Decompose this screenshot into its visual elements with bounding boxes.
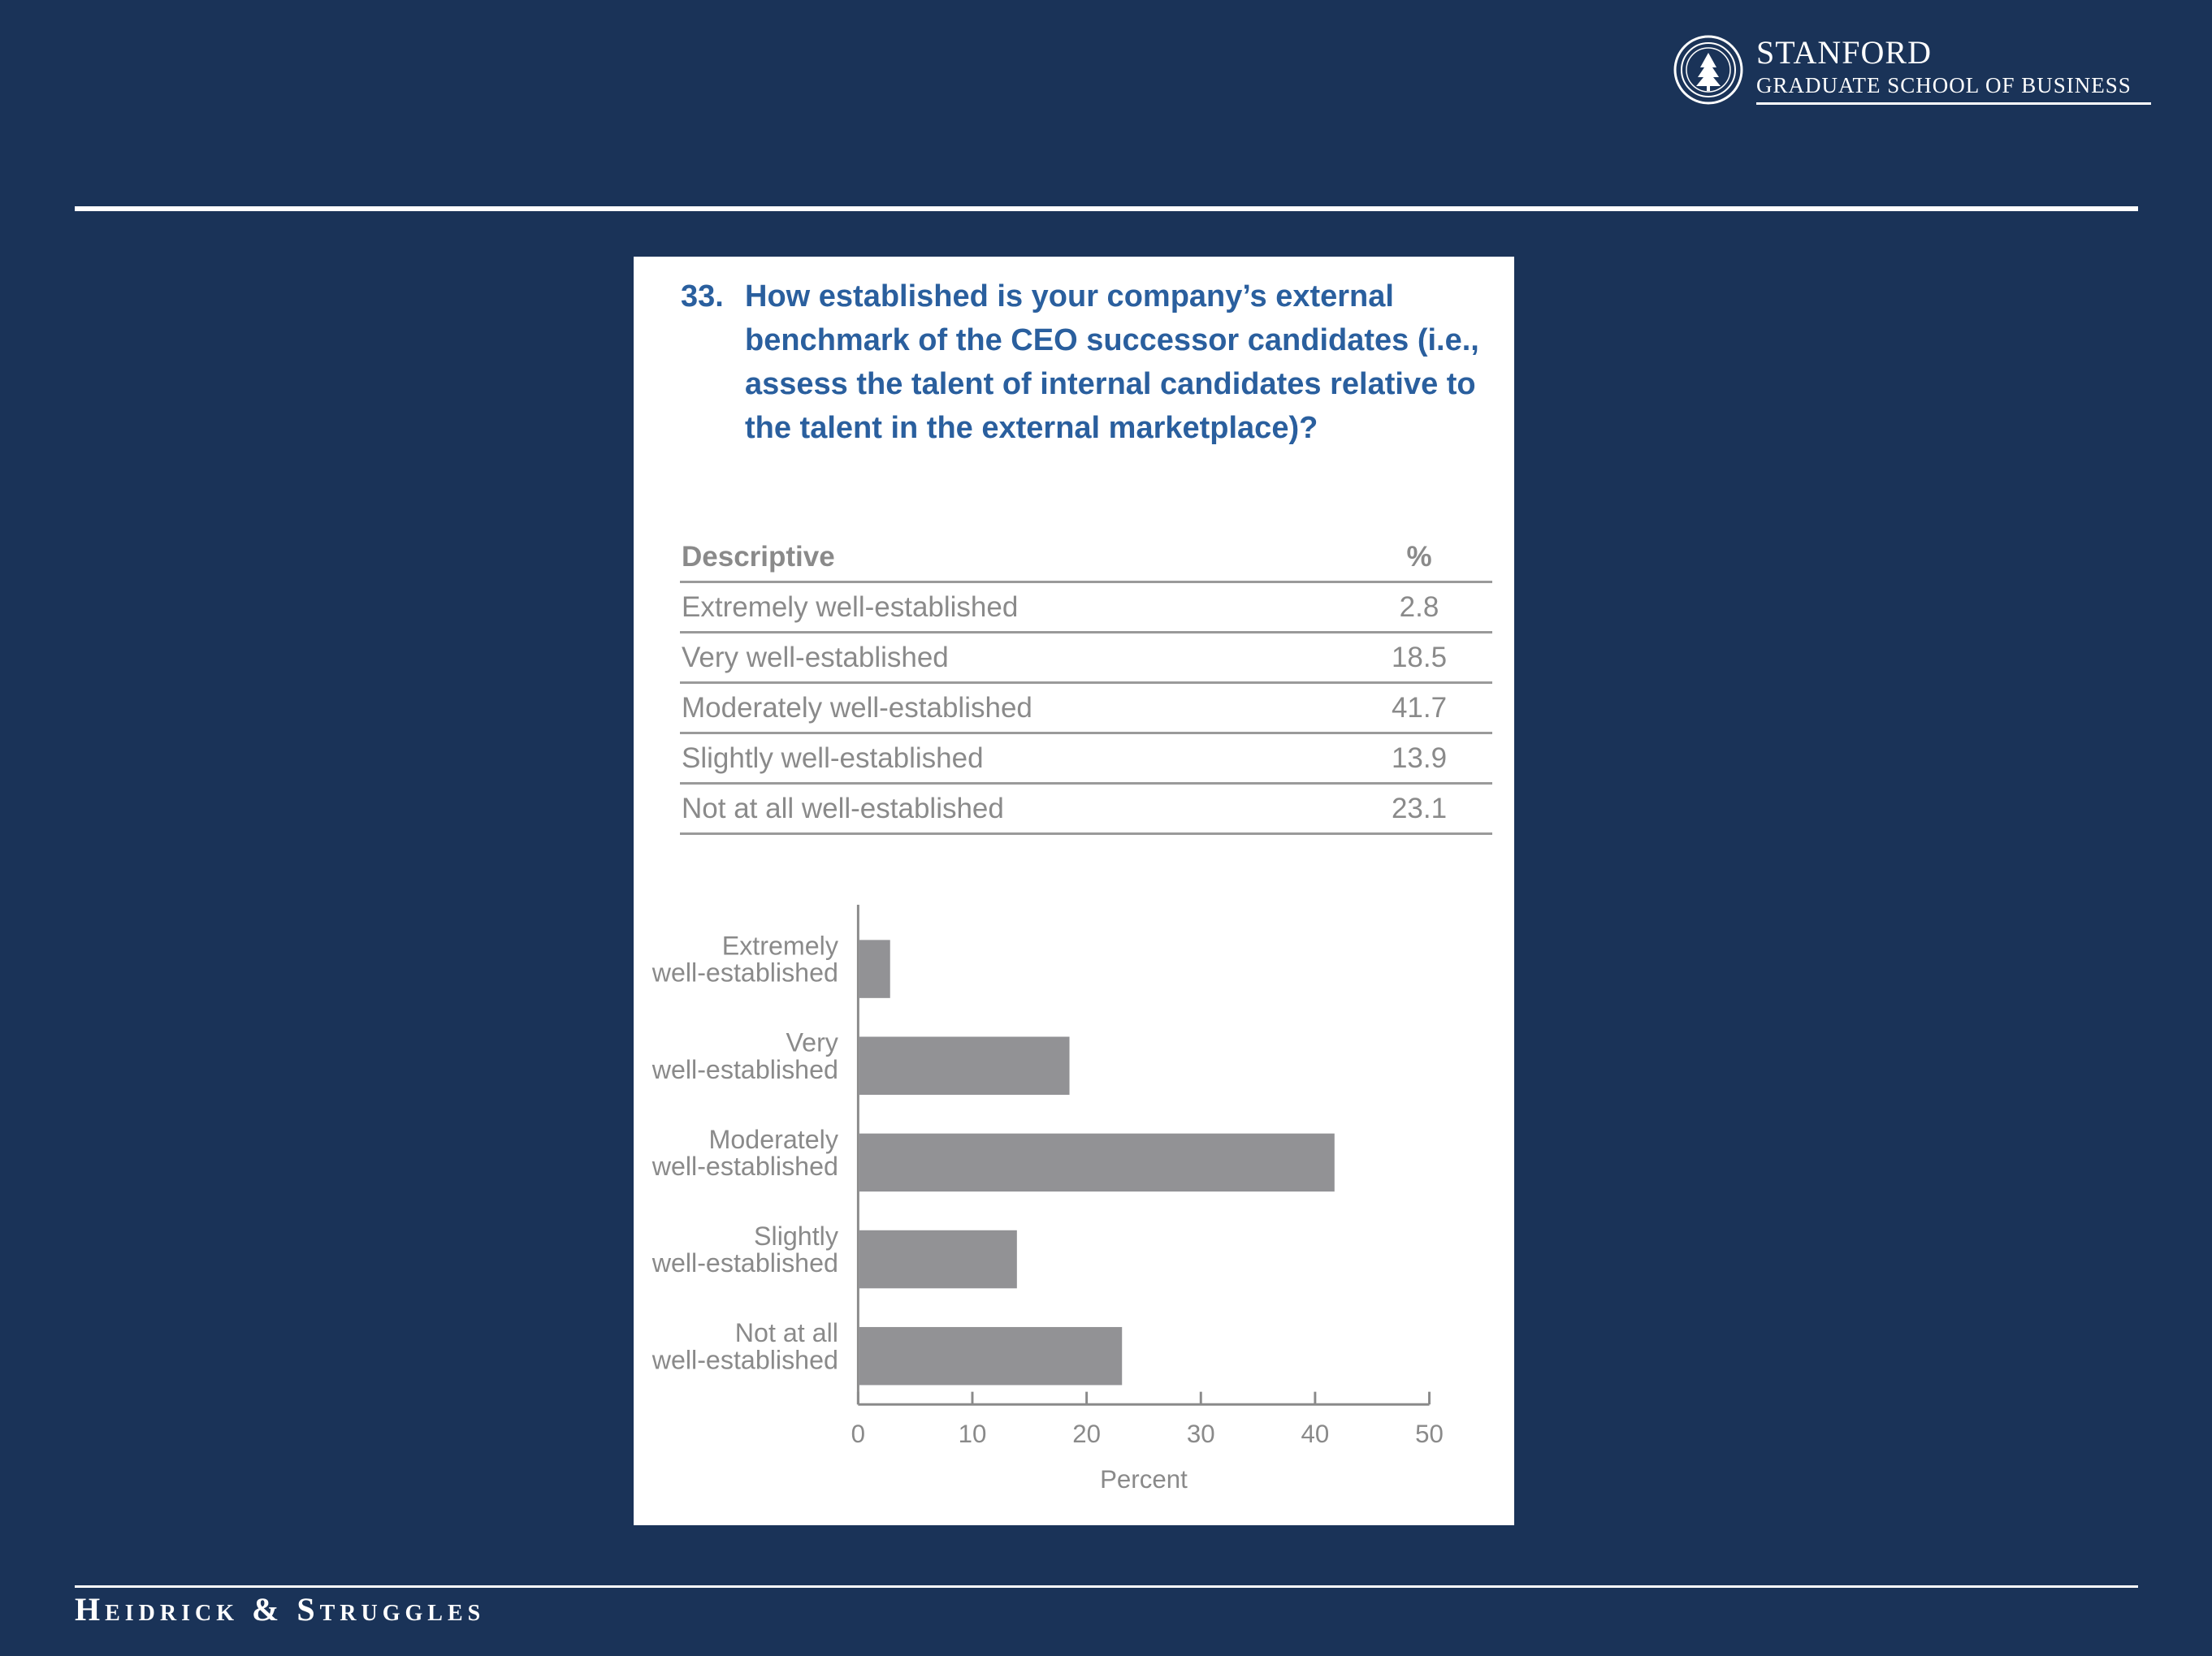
category-label: well-established xyxy=(651,1152,838,1181)
row-label: Extremely well-established xyxy=(680,582,1346,633)
x-axis-label: Percent xyxy=(1100,1465,1188,1494)
category-label: well-established xyxy=(651,1055,838,1084)
row-value: 18.5 xyxy=(1346,632,1492,684)
header-divider xyxy=(75,206,2138,211)
logo-school: GRADUATE SCHOOL OF BUSINESS xyxy=(1756,73,2132,97)
bar xyxy=(859,1230,1017,1289)
row-label: Moderately well-established xyxy=(680,682,1346,734)
content-panel: 33. How established is your company’s ex… xyxy=(634,257,1514,1525)
bar xyxy=(859,940,890,998)
row-value: 41.7 xyxy=(1346,682,1492,734)
table-row: Slightly well-established 13.9 xyxy=(680,733,1492,785)
row-value: 13.9 xyxy=(1346,733,1492,785)
category-label: Extremely xyxy=(722,932,839,961)
category-label: Not at all xyxy=(735,1318,838,1347)
row-label: Very well-established xyxy=(680,632,1346,684)
x-tick-label: 30 xyxy=(1187,1420,1215,1448)
table-row: Very well-established 18.5 xyxy=(680,632,1492,684)
footer-brand: Heidrick & Struggles xyxy=(75,1591,486,1628)
row-label: Slightly well-established xyxy=(680,733,1346,785)
question-number: 33. xyxy=(681,279,724,313)
results-table: Descriptive % Extremely well-established… xyxy=(680,533,1492,835)
category-label: well-established xyxy=(651,1248,838,1278)
x-tick-label: 10 xyxy=(959,1420,987,1448)
row-value: 2.8 xyxy=(1346,582,1492,633)
bar xyxy=(859,1133,1335,1192)
table-header-row: Descriptive % xyxy=(680,533,1492,583)
question-text: How established is your company’s extern… xyxy=(745,279,1479,445)
logo-name: STANFORD xyxy=(1756,34,1932,71)
category-label: Moderately xyxy=(709,1125,839,1154)
table-row: Not at all well-established 23.1 xyxy=(680,783,1492,835)
category-label: Slightly xyxy=(754,1221,839,1251)
category-label: Very xyxy=(786,1028,838,1057)
bar-chart: Extremelywell-establishedVerywell-establ… xyxy=(651,905,1444,1494)
stanford-logo: STANFORD GRADUATE SCHOOL OF BUSINESS xyxy=(1673,32,2157,106)
category-label: well-established xyxy=(651,958,838,988)
table-row: Moderately well-established 41.7 xyxy=(680,682,1492,734)
logo-underline xyxy=(1756,102,2151,105)
x-tick-label: 0 xyxy=(851,1420,865,1448)
column-header-percent: % xyxy=(1346,533,1492,583)
stanford-seal-icon xyxy=(1673,35,1743,105)
row-value: 23.1 xyxy=(1346,783,1492,835)
bar xyxy=(859,1326,1123,1386)
x-tick-label: 20 xyxy=(1072,1420,1101,1448)
x-tick-label: 50 xyxy=(1415,1420,1444,1448)
bar xyxy=(859,1036,1070,1095)
x-tick-label: 40 xyxy=(1301,1420,1330,1448)
column-header-descriptive: Descriptive xyxy=(680,533,1346,583)
footer-divider xyxy=(75,1585,2138,1588)
category-label: well-established xyxy=(651,1345,838,1374)
row-label: Not at all well-established xyxy=(680,783,1346,835)
table-row: Extremely well-established 2.8 xyxy=(680,582,1492,633)
